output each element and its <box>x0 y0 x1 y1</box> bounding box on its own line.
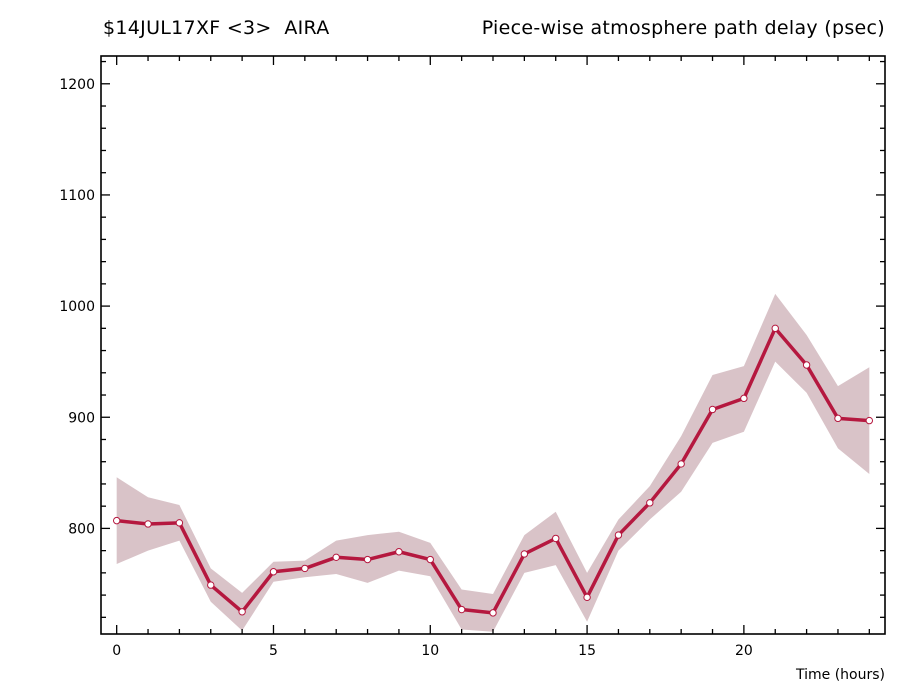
data-point <box>426 555 434 564</box>
data-point <box>112 516 121 525</box>
series-line-segment <box>553 536 589 600</box>
data-point <box>457 605 466 614</box>
series-line-segment <box>522 536 558 556</box>
series-line-segment <box>397 549 433 562</box>
data-point-layer <box>112 324 874 617</box>
series-line-segment <box>365 549 401 562</box>
series-line-segment <box>177 521 213 587</box>
series-line-segment <box>114 518 150 526</box>
chart-title: Piece-wise atmosphere path delay (psec) <box>481 17 885 39</box>
data-point <box>144 520 152 528</box>
x-tick-label: 15 <box>578 643 596 659</box>
series-line-segment <box>804 363 840 421</box>
data-point <box>395 548 403 556</box>
series-line-segment <box>616 501 652 537</box>
chart-title-source: $14JUL17XF <3> AIRA <box>103 17 330 39</box>
x-tick-label: 0 <box>112 643 121 659</box>
uncertainty-band-layer <box>116 293 870 632</box>
series-line-segment <box>428 557 464 612</box>
data-point <box>614 531 623 539</box>
y-tick-label: 800 <box>68 521 95 537</box>
series-line-segment <box>836 416 872 423</box>
series-line-segment <box>585 533 621 600</box>
data-point <box>708 405 717 414</box>
data-point <box>520 550 529 558</box>
series-line-segment <box>773 326 809 367</box>
data-point <box>552 534 560 543</box>
data-point <box>489 609 497 617</box>
data-point <box>677 460 685 468</box>
data-point <box>363 555 372 564</box>
uncertainty-band <box>116 293 870 632</box>
y-tick-label: 1000 <box>59 299 95 315</box>
data-point <box>238 608 246 616</box>
series-line-segment <box>334 555 370 562</box>
data-point <box>207 581 215 589</box>
y-tick-label: 900 <box>68 410 95 426</box>
axes-layer <box>100 55 886 635</box>
data-point <box>175 519 184 527</box>
tick-labels-layer: 0 5 10 15 20 800 900 1000 1100 1200 Time (hours) <box>59 77 885 683</box>
data-point <box>740 394 748 403</box>
data-point <box>834 414 842 423</box>
data-point <box>332 553 340 562</box>
data-point <box>583 593 591 602</box>
data-point <box>865 416 874 425</box>
data-point <box>771 324 779 333</box>
series-line-segment <box>459 607 495 615</box>
series-line-segment <box>271 566 307 574</box>
y-tick-label: 1100 <box>59 188 95 204</box>
x-tick-label: 20 <box>735 643 753 659</box>
series-line-segment <box>742 326 777 401</box>
series-line-segment <box>679 407 715 466</box>
series-line-segment <box>491 552 527 615</box>
data-point <box>646 499 654 507</box>
data-point <box>301 564 309 573</box>
series-line-segment <box>648 462 683 505</box>
y-tick-label: 1200 <box>59 77 95 93</box>
series-line-segment <box>146 521 182 526</box>
data-point <box>802 361 811 369</box>
series-line-segment <box>710 396 746 412</box>
x-tick-label: 10 <box>421 643 439 659</box>
x-axis-label: Time (hours) <box>795 667 885 683</box>
x-tick-label: 5 <box>269 643 278 659</box>
series-line-layer <box>114 326 872 615</box>
series-line-segment <box>303 555 338 571</box>
data-point <box>269 568 278 576</box>
series-line-segment <box>209 583 244 614</box>
series-line-segment <box>240 570 276 614</box>
